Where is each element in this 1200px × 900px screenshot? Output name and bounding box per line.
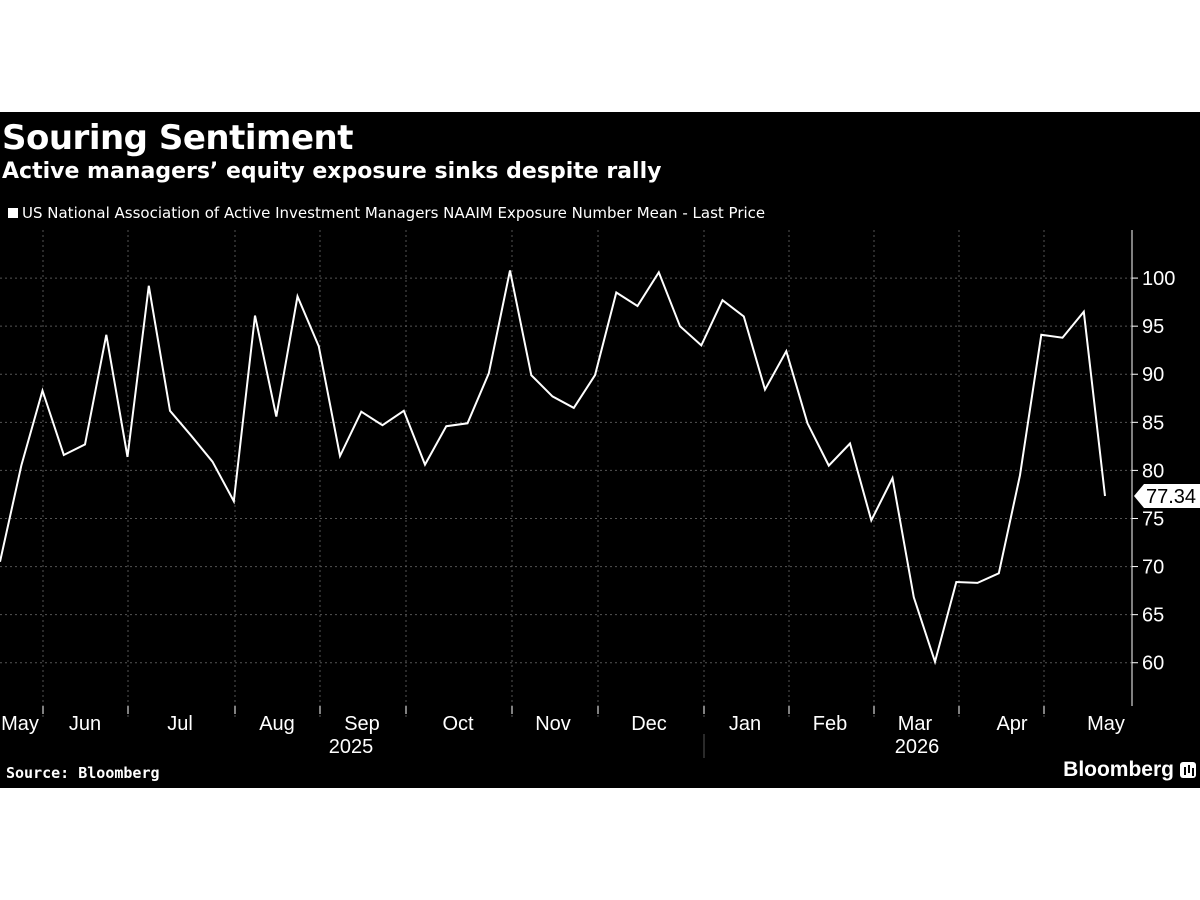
brand-logo: Bloomberg [1063,758,1196,782]
last-value-marker [1134,483,1200,508]
last-value-label: 77.34 [1146,486,1196,508]
x-tick-label: Dec [631,713,667,735]
x-tick-label: Sep [344,713,380,735]
series-line [0,270,1106,666]
y-tick-label: 95 [1142,316,1164,338]
chart-subtitle: Active managers’ equity exposure sinks d… [2,159,662,184]
y-tick-label: 65 [1142,605,1164,627]
x-tick-label: Jun [69,713,101,735]
x-tick-label: Oct [442,713,474,735]
x-tick-label: Mar [898,713,933,735]
y-tick-label: 90 [1142,364,1164,386]
x-year-label: 2026 [895,736,940,758]
y-tick-label: 85 [1142,412,1164,434]
y-tick-label: 75 [1142,508,1164,530]
x-tick-label: May [1,713,39,735]
x-tick-label: Jul [167,713,193,735]
legend-label: US National Association of Active Invest… [22,204,766,222]
y-tick-label: 80 [1142,460,1164,482]
line-chart: 60 65 70 75 80 85 90 95 100 May Jun Jul Aug Sep Oct Nov… [0,230,1200,758]
chart-panel: 60 65 70 75 80 85 90 95 100 May Jun Jul Aug Sep Oct Nov… [0,112,1200,788]
brand-name: Bloomberg [1063,758,1174,781]
y-tick-label: 100 [1142,268,1175,290]
legend-swatch [8,208,18,218]
x-tick-label: Apr [996,713,1027,735]
x-tick-label: Nov [535,713,571,735]
legend: US National Association of Active Invest… [8,204,765,222]
source-note: Source: Bloomberg [6,764,160,782]
x-tick-label: May [1087,713,1125,735]
x-tick-label: Aug [259,713,295,735]
chart-title: Souring Sentiment [2,118,353,158]
y-tick-label: 70 [1142,557,1164,579]
x-tick-label: Feb [813,713,847,735]
y-tick-label: 60 [1142,653,1164,675]
x-tick-label: Jan [729,713,761,735]
x-year-label: 2025 [329,736,374,758]
bloomberg-chart-icon [1180,762,1196,778]
